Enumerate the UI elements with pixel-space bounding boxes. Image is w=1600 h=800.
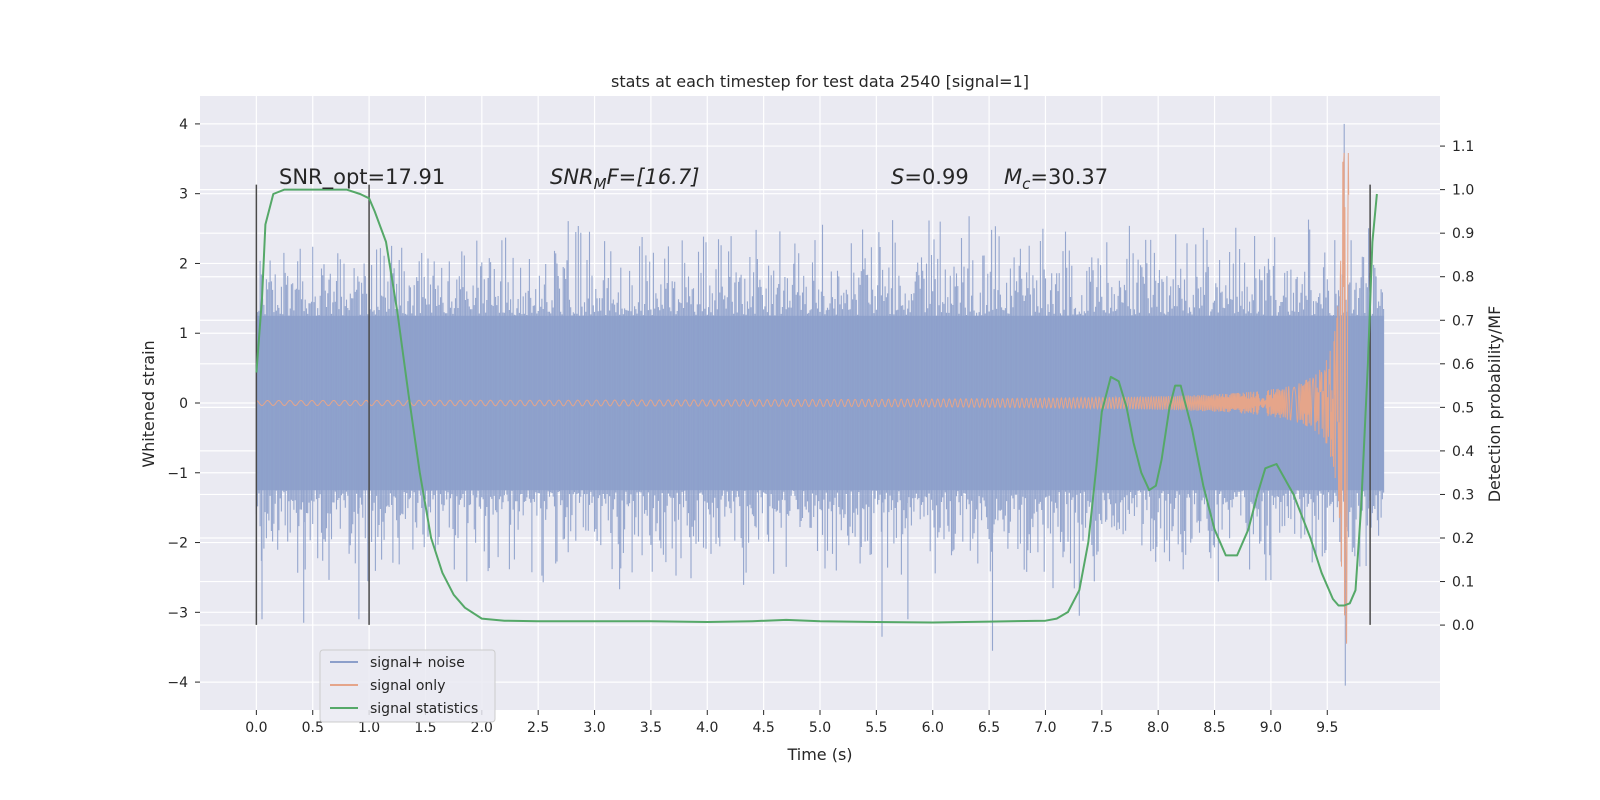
annotation-mc-main: M [1004, 165, 1022, 189]
annotation-snr-mf-rest: F=[16.7] [607, 165, 700, 189]
y-tick-label-right: 1.0 [1452, 183, 1474, 199]
x-tick-label: 1.5 [414, 720, 436, 736]
x-tick-label: 5.0 [809, 720, 831, 736]
y-tick-label-right: 0.1 [1452, 575, 1474, 591]
y-axis-label-left: Whitened strain [139, 340, 158, 467]
x-tick-label: 3.5 [640, 720, 662, 736]
y-tick-label-right: 0.9 [1452, 226, 1474, 242]
x-tick-label: 2.5 [527, 720, 549, 736]
x-tick-label: 0.5 [302, 720, 324, 736]
chart-title: stats at each timestep for test data 254… [611, 72, 1029, 91]
x-tick-label: 6.0 [922, 720, 944, 736]
x-tick-label: 4.0 [696, 720, 718, 736]
y-tick-label-right: 0.6 [1452, 357, 1474, 373]
legend-box [319, 649, 496, 723]
signal-statistics-line [255, 188, 1378, 624]
annotation-mc-sub: c [1022, 175, 1031, 193]
y-tick-label-right: 0.0 [1452, 618, 1474, 634]
annotation-s-rest: =0.99 [904, 165, 968, 189]
x-tick-label: 8.5 [1203, 720, 1225, 736]
series-signal-statistics [255, 188, 1378, 624]
x-tick-label: 2.0 [471, 720, 493, 736]
legend: signal+ noise signal only signal statist… [319, 649, 496, 723]
y-tick-label-right: 0.5 [1452, 400, 1474, 416]
y-tick-label-right: 0.7 [1452, 313, 1474, 329]
annotation-mc: Mc=30.37 [1004, 165, 1108, 193]
x-tick-label: 5.5 [865, 720, 887, 736]
y-tick-label-left: −3 [167, 605, 188, 621]
y-tick-label-left: 3 [179, 187, 188, 203]
x-tick-label: 4.5 [753, 720, 775, 736]
y-tick-label-left: −1 [167, 466, 188, 482]
annotation-s-main: S [891, 165, 904, 189]
legend-label-signal-statistics: signal statistics [370, 701, 478, 717]
legend-label-signal-only: signal only [370, 678, 445, 694]
annotation-snr-mf: SNRMF=[16.7] [550, 165, 699, 193]
series-signal-only [256, 152, 1350, 644]
y-tick-label-left: 4 [179, 117, 188, 133]
x-tick-label: 7.5 [1091, 720, 1113, 736]
y-tick-label-left: 1 [179, 326, 188, 342]
y-tick-label-left: −2 [167, 536, 188, 552]
x-tick-label: 1.0 [358, 720, 380, 736]
annotation-snr-mf-sub: M [594, 175, 607, 193]
y-tick-label-right: 0.2 [1452, 531, 1474, 547]
axis-ticks: 0.0 0.5 1.0 1.5 2.0 2.5 3.0 3.5 4.0 4.5 5.0 5.5 6.0 6… [167, 117, 1474, 736]
x-tick-label: 8.0 [1147, 720, 1169, 736]
legend-label-signal-noise: signal+ noise [370, 655, 465, 671]
annotation-snr-opt: SNR_opt=17.91 [279, 165, 445, 190]
y-axis-label-right: Detection probability/MF [1485, 306, 1504, 503]
y-tick-label-right: 1.1 [1452, 139, 1474, 155]
y-tick-label-left: 2 [179, 256, 188, 272]
y-tick-label-right: 0.4 [1452, 444, 1474, 460]
y-tick-label-left: −4 [167, 675, 188, 691]
annotation-s: S=0.99 [891, 165, 969, 189]
x-tick-label: 9.0 [1260, 720, 1282, 736]
x-tick-label: 3.0 [583, 720, 605, 736]
x-tick-label: 6.5 [978, 720, 1000, 736]
y-tick-label-left: 0 [179, 396, 188, 412]
annotation-snr-mf-main: SNR [550, 165, 594, 189]
x-axis-label: Time (s) [786, 745, 852, 764]
annotation-mc-rest: =30.37 [1030, 165, 1108, 189]
y-tick-label-right: 0.8 [1452, 270, 1474, 286]
signal-chirp-line [256, 152, 1350, 644]
x-tick-label: 0.0 [245, 720, 267, 736]
y-tick-label-right: 0.3 [1452, 487, 1474, 503]
x-tick-label: 7.0 [1034, 720, 1056, 736]
vertical-markers [255, 184, 1371, 625]
x-tick-label: 9.5 [1316, 720, 1338, 736]
